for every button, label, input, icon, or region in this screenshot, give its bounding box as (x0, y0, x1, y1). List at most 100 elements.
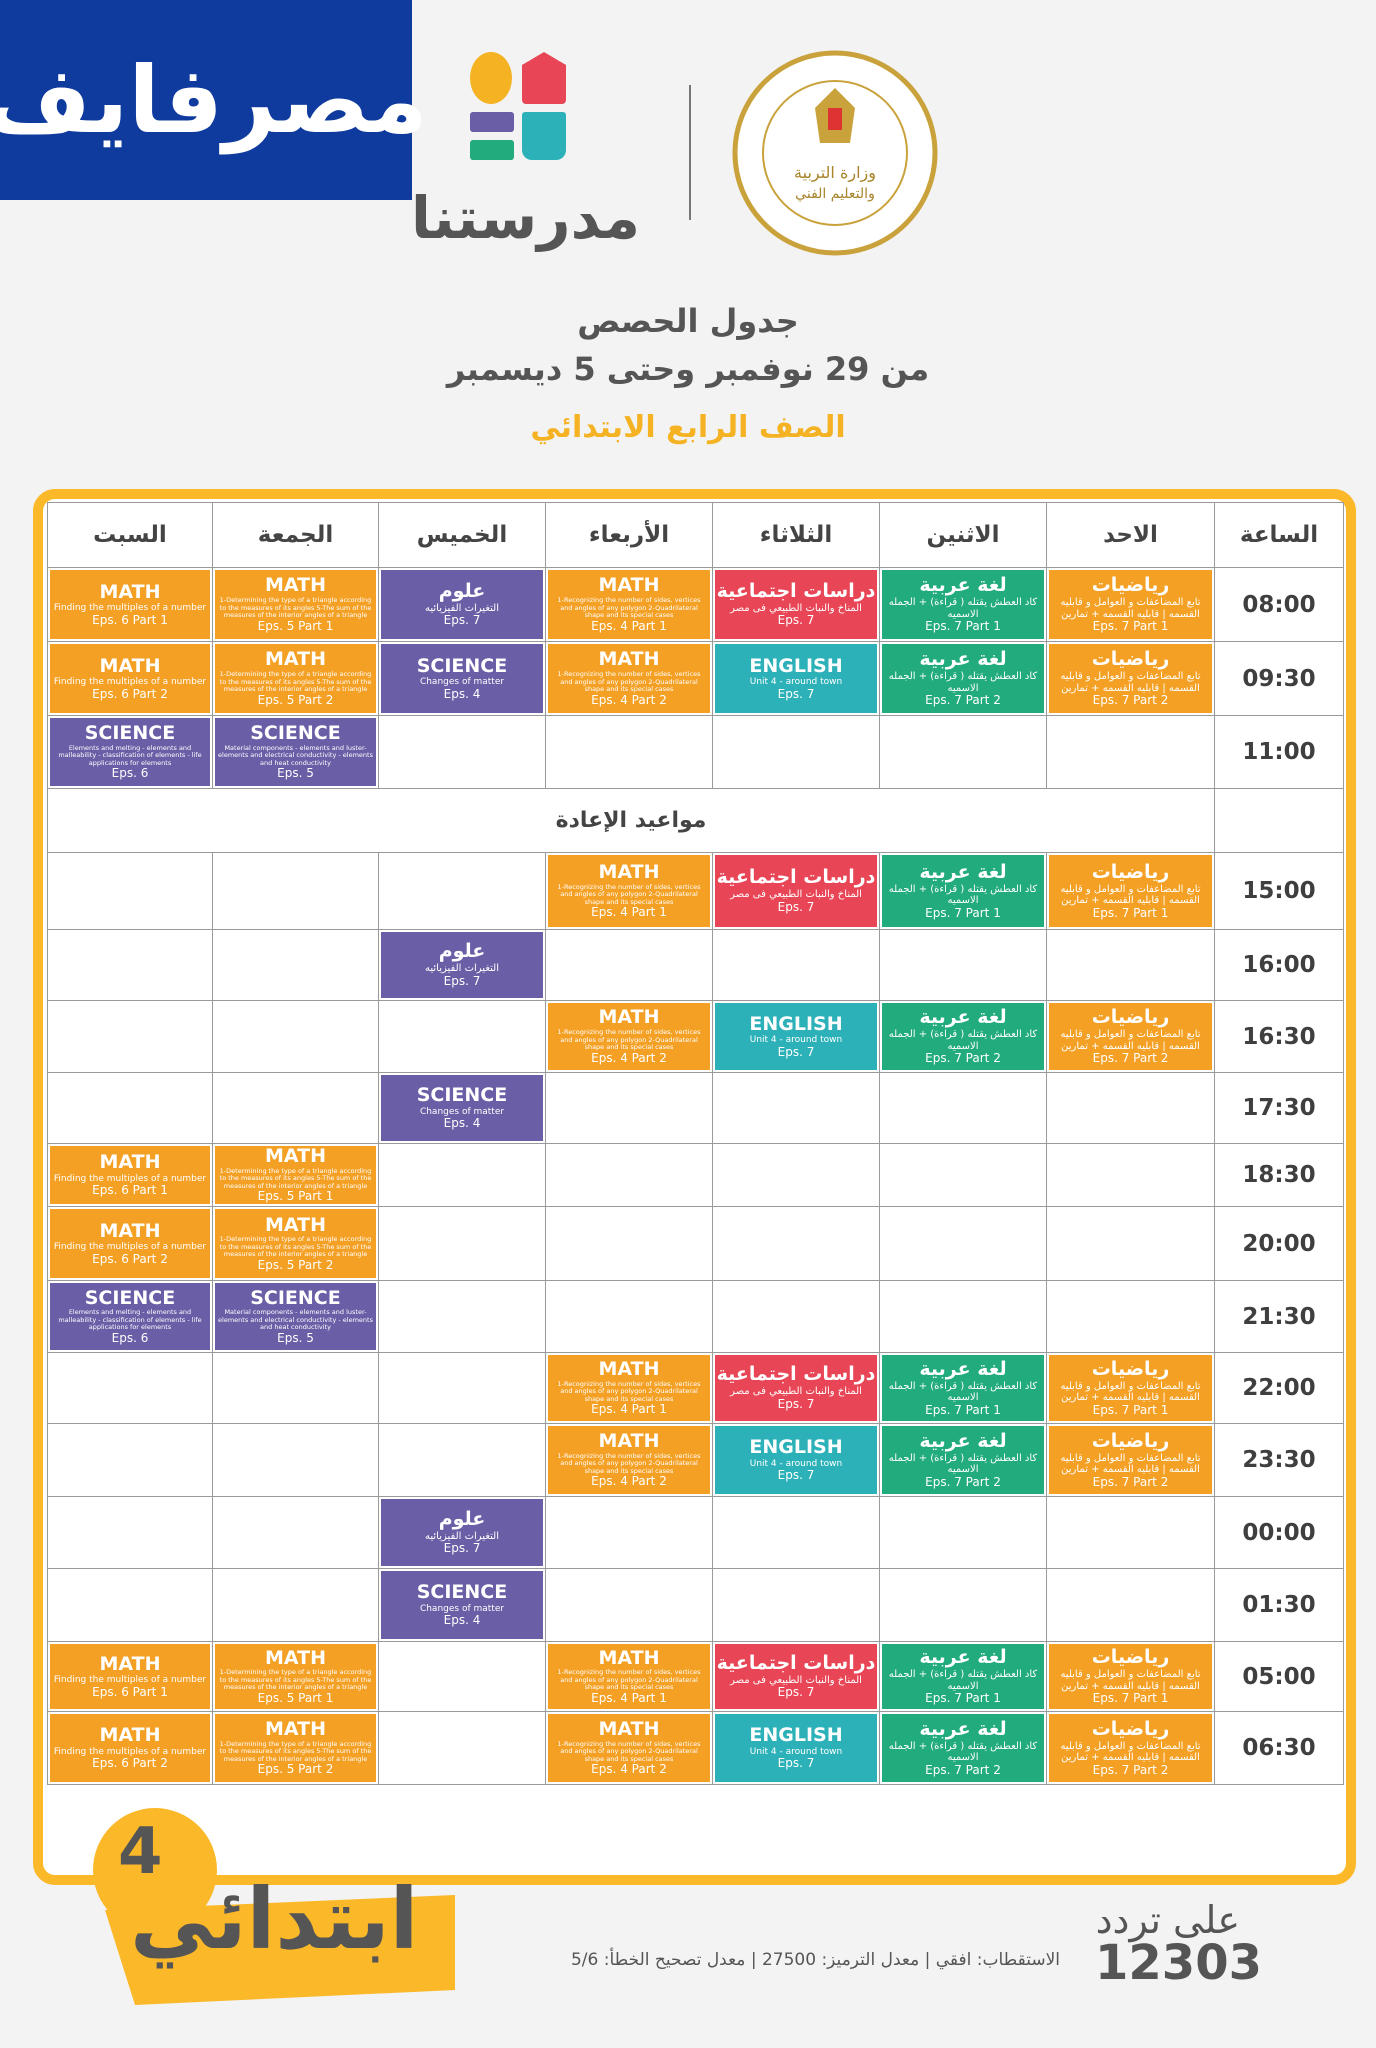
schedule-cell (712, 715, 880, 789)
time-cell: 23:30 (1214, 1423, 1344, 1498)
grade-badge (93, 1808, 455, 2005)
lesson-mathB2: MATH 1-Determining the type of a triangle… (215, 1209, 376, 1279)
schedule-cell: MATH Finding the multiples of a number Eps… (47, 1206, 213, 1282)
time-cell: 18:30 (1214, 1142, 1344, 1208)
schedule-cell (212, 1352, 379, 1425)
schedule-row: MATH 1-Recognizing the number of sides, v… (47, 1423, 1344, 1498)
grade-label: الصف الرابع الابتدائي (530, 410, 846, 445)
schedule-cell (47, 1352, 213, 1425)
lesson-desc: 1-Recognizing the number of sides, verti… (557, 882, 701, 906)
schedule-cell: لغة عربية كاد العطش يقتله ( قراءة) + الجم… (879, 641, 1047, 716)
schedule-cell (879, 1568, 1047, 1643)
time-cell: 06:30 (1214, 1711, 1344, 1786)
lesson-eps: Eps. 4 Part 1 (591, 618, 667, 633)
schedule-cell (378, 715, 546, 789)
schedule-cell (712, 1142, 880, 1208)
lesson-arabic2: لغة عربية كاد العطش يقتله ( قراءة) + الجم… (882, 1426, 1044, 1495)
madrasa-logo-text: مدرستنا (411, 184, 640, 252)
lesson-desc: تابع المضاعفات و العوامل و قابليه القسمه… (1060, 671, 1201, 694)
schedule-cell: MATH Finding the multiples of a number Eps… (47, 1711, 213, 1786)
lesson-olom: علوم التغيرات الفيزيائيه Eps. 7 (381, 570, 543, 639)
schedule-cell: MATH Finding the multiples of a number Eps… (47, 641, 213, 716)
column-header: الجمعة (212, 502, 379, 568)
schedule-row: MATH Finding the multiples of a number Eps… (47, 641, 1344, 716)
page-title: جدول الحصص (577, 302, 799, 340)
lesson-desc: تابع المضاعفات و العوامل و قابليه القسمه… (1060, 1740, 1201, 1764)
lesson-eps: Eps. 4 Part 2 (591, 1474, 667, 1489)
lesson-eps: Eps. 7 Part 2 (925, 1474, 1001, 1489)
schedule-row: علوم التغيرات الفيزيائيه Eps. 7 00:00 (47, 1496, 1344, 1570)
lesson-desc: Unit 4 - around town (749, 1746, 843, 1757)
lesson-desc: 1-Determining the type of a triangle acc… (219, 670, 372, 694)
lesson-mathA1: MATH Finding the multiples of a number Eps… (50, 570, 210, 639)
lesson-desc: Changes of matter (419, 1106, 505, 1117)
lesson-title: MATH (598, 1006, 660, 1029)
time-cell: 22:00 (1214, 1352, 1344, 1425)
schedule-cell: SCIENCE Changes of matter Eps. 4 (378, 1568, 546, 1643)
schedule-cell: لغة عربية كاد العطش يقتله ( قراءة) + الجم… (879, 1352, 1047, 1425)
lesson-eps: Eps. 5 Part 1 (257, 1690, 334, 1705)
lesson-title: SCIENCE (84, 1286, 176, 1309)
schedule-cell (378, 1711, 546, 1786)
lesson-eps: Eps. 7 Part 1 (925, 905, 1001, 920)
lesson-social: دراسات اجتماعية المناخ والنبات الطبيعي فى… (715, 570, 877, 639)
schedule-cell: ENGLISH Unit 4 - around town Eps. 7 (712, 1711, 880, 1786)
lesson-title: رياضيات (1091, 1646, 1170, 1669)
schedule-cell: لغة عربية كاد العطش يقتله ( قراءة) + الجم… (879, 852, 1047, 930)
schedule-cell (378, 1352, 546, 1425)
lesson-title: رياضيات (1091, 1357, 1170, 1380)
schedule-cell (212, 1000, 379, 1073)
schedule-row: SCIENCE Elements and melting - elements a… (47, 715, 1344, 789)
lesson-title: رياضيات (1091, 860, 1170, 883)
lesson-desc: كاد العطش يقتله ( قراءة) + الجمله الاسمي… (888, 1669, 1038, 1692)
lesson-arabic2: لغة عربية كاد العطش يقتله ( قراءة) + الجم… (882, 1714, 1044, 1783)
lesson-title: SCIENCE (416, 1084, 508, 1106)
lesson-mathA1: MATH Finding the multiples of a number Eps… (50, 1644, 210, 1710)
schedule-cell (1046, 1280, 1215, 1354)
schedule-cell: رياضيات تابع المضاعفات و العوامل و قابليه… (1046, 1423, 1215, 1498)
schedule-cell (712, 1280, 880, 1354)
lesson-sciC: SCIENCE Changes of matter Eps. 4 (381, 1075, 543, 1141)
lesson-title: رياضيات (1091, 1717, 1170, 1740)
lesson-eps: Eps. 6 (111, 766, 149, 781)
schedule-cell: MATH 1-Recognizing the number of sides, v… (545, 1711, 713, 1786)
schedule-cell: رياضيات تابع المضاعفات و العوامل و قابليه… (1046, 852, 1215, 930)
lesson-mathW1: MATH 1-Recognizing the number of sides, v… (548, 855, 710, 927)
lesson-mathB1: MATH 1-Determining the type of a triangle… (215, 1146, 376, 1205)
lesson-desc: 1-Determining the type of a triangle acc… (219, 1166, 372, 1190)
lesson-mathA1: MATH Finding the multiples of a number Eps… (50, 1146, 210, 1205)
schedule-cell: MATH 1-Determining the type of a triangle… (212, 1711, 379, 1786)
lesson-title: لغة عربية (919, 1357, 1007, 1380)
schedule-cell (212, 1568, 379, 1643)
lesson-desc: Changes of matter (419, 1603, 505, 1614)
schedule-row: MATH Finding the multiples of a number Eps… (47, 1142, 1344, 1208)
schedule-row: SCIENCE Changes of matter Eps. 4 17:30 (47, 1072, 1344, 1144)
lesson-english: ENGLISH Unit 4 - around town Eps. 7 (715, 1003, 877, 1070)
schedule-cell (378, 1142, 546, 1208)
lesson-desc: المناخ والنبات الطبيعي فى مصر (730, 889, 862, 901)
schedule-cell: MATH 1-Recognizing the number of sides, v… (545, 567, 713, 642)
lesson-desc: 1-Recognizing the number of sides, verti… (557, 670, 701, 694)
schedule-cell: MATH 1-Recognizing the number of sides, v… (545, 852, 713, 930)
schedule-cell: رياضيات تابع المضاعفات و العوامل و قابليه… (1046, 1000, 1215, 1073)
schedule-cell (1046, 1072, 1215, 1144)
schedule-cell (879, 1206, 1047, 1282)
lesson-desc: Material components - elements and luste… (218, 743, 373, 767)
lesson-mathB1: MATH 1-Determining the type of a triangle… (215, 570, 376, 639)
column-header: الاحد (1046, 502, 1215, 568)
lesson-title: ENGLISH (749, 1724, 843, 1747)
lesson-title: MATH (598, 1358, 660, 1381)
lesson-desc: Elements and melting - elements and mall… (58, 743, 202, 767)
lesson-title: لغة عربية (919, 860, 1007, 883)
logo-divider (689, 85, 691, 220)
schedule-cell (47, 1568, 213, 1643)
schedule-cell (47, 1000, 213, 1073)
lesson-eps: Eps. 6 Part 1 (92, 1684, 168, 1699)
schedule-cell (879, 715, 1047, 789)
schedule-cell (712, 1072, 880, 1144)
lesson-mathA2: MATH Finding the multiples of a number Eps… (50, 1209, 210, 1279)
lesson-title: ENGLISH (749, 1012, 843, 1035)
lesson-desc: 1-Recognizing the number of sides, verti… (557, 596, 701, 620)
lesson-desc: Finding the multiples of a number (53, 1242, 207, 1253)
schedule-cell (879, 929, 1047, 1001)
